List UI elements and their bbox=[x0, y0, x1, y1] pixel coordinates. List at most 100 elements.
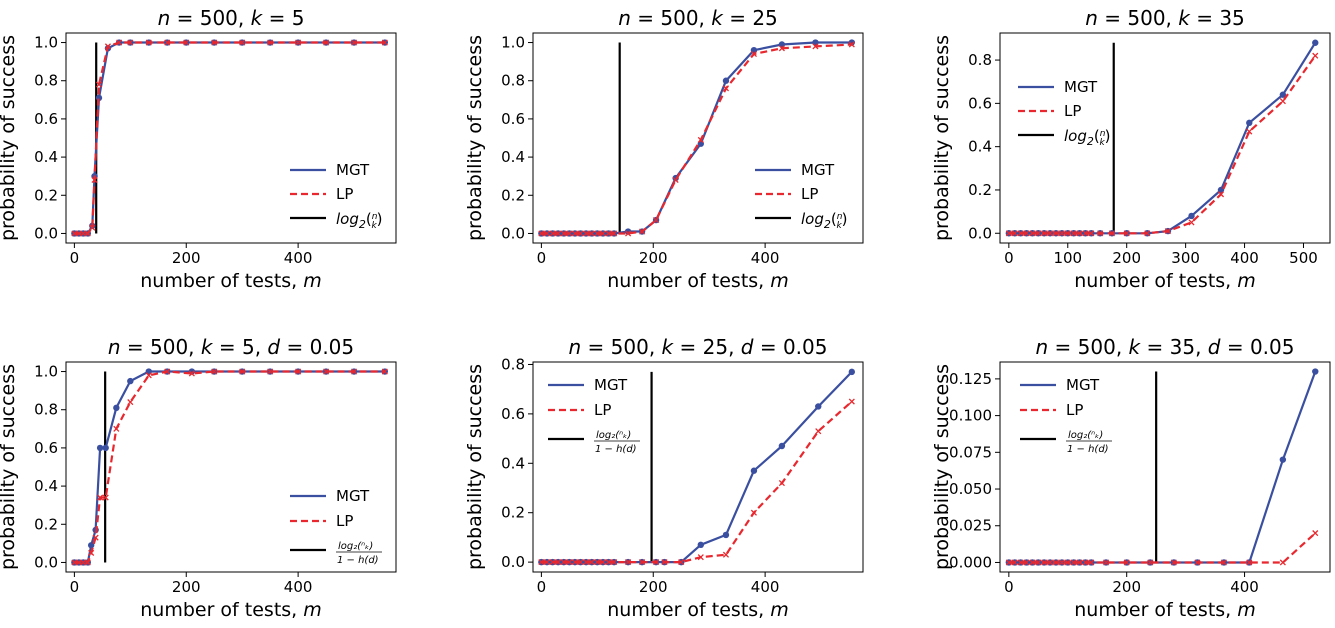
data-point-mgt bbox=[1246, 119, 1253, 127]
y-tick-label: 0.8 bbox=[34, 72, 58, 90]
data-point-lp bbox=[113, 425, 120, 432]
data-point-lp bbox=[95, 81, 103, 88]
x-tick-label: 100 bbox=[1053, 249, 1082, 267]
y-tick-label: 0.2 bbox=[501, 504, 525, 522]
data-point-lp bbox=[543, 230, 551, 237]
data-point-mgt bbox=[1279, 456, 1287, 463]
data-point-lp bbox=[75, 230, 82, 237]
data-point-lp bbox=[1194, 559, 1201, 566]
data-point-lp bbox=[605, 230, 612, 237]
data-point-lp bbox=[1058, 559, 1065, 566]
data-point-lp bbox=[239, 368, 246, 375]
data-point-mgt bbox=[722, 531, 730, 539]
legend-label-lp: LP bbox=[336, 185, 353, 203]
data-point-lp bbox=[639, 228, 646, 235]
y-tick-label: 1.0 bbox=[34, 34, 58, 52]
data-point-lp bbox=[164, 39, 171, 46]
series-line-lp bbox=[541, 400, 853, 564]
data-point-lp bbox=[697, 554, 704, 561]
data-point-lp bbox=[1052, 559, 1060, 566]
legend-label-lp: LP bbox=[336, 512, 353, 530]
data-point-lp bbox=[1082, 230, 1089, 237]
legend-label-threshold-denominator: 1 − h(d) bbox=[595, 444, 637, 455]
data-point-lp bbox=[661, 559, 668, 566]
data-point-lp bbox=[778, 479, 785, 487]
legend-label-lp: LP bbox=[1064, 102, 1081, 120]
series-line-mgt bbox=[541, 41, 852, 235]
data-point-lp bbox=[594, 230, 601, 237]
y-tick-label: 0.6 bbox=[968, 94, 992, 112]
y-tick-label: 0.4 bbox=[501, 454, 525, 472]
y-tick-label: 0.0 bbox=[501, 553, 525, 571]
data-point-mgt bbox=[127, 377, 134, 385]
x-tick-label: 0 bbox=[537, 578, 547, 596]
data-point-lp bbox=[1017, 230, 1024, 237]
data-point-lp bbox=[381, 368, 388, 375]
data-point-lp bbox=[183, 39, 190, 46]
x-tick-label: 0 bbox=[1004, 578, 1014, 596]
y-tick-label: 0.6 bbox=[34, 110, 58, 128]
data-point-lp bbox=[611, 559, 618, 566]
x-tick-label: 300 bbox=[1171, 249, 1200, 267]
y-tick-label: 0.8 bbox=[34, 401, 58, 419]
data-point-lp bbox=[71, 559, 78, 566]
x-tick-label: 400 bbox=[751, 249, 780, 267]
data-point-lp bbox=[350, 39, 358, 46]
legend-label-mgt: MGT bbox=[1066, 376, 1100, 394]
data-point-lp bbox=[577, 230, 584, 237]
data-point-lp bbox=[577, 559, 584, 566]
legend-label-mgt: MGT bbox=[336, 161, 370, 179]
x-axis-label: number of tests, m bbox=[140, 270, 322, 292]
data-point-lp bbox=[549, 559, 556, 566]
series-line-lp bbox=[1008, 55, 1317, 235]
data-point-lp bbox=[102, 494, 109, 501]
data-point-lp bbox=[1064, 230, 1071, 237]
subplot-2: 0 200 400 0.0 0.2 0.4 0.6 0.8 1.0 n = 500, k = 25… bbox=[464, 6, 864, 292]
y-tick-label: 0.0 bbox=[501, 224, 525, 242]
axes-frame bbox=[999, 361, 1331, 573]
data-point-lp bbox=[1023, 559, 1030, 566]
data-point-lp bbox=[80, 230, 87, 237]
data-point-lp bbox=[89, 224, 96, 231]
y-tick-label: 1.0 bbox=[501, 34, 525, 52]
data-point-lp bbox=[91, 176, 98, 184]
y-tick-label: 0.025 bbox=[949, 517, 992, 535]
data-point-lp bbox=[92, 534, 99, 541]
data-point-lp bbox=[1070, 230, 1077, 237]
legend-label-threshold-denominator: 1 − h(d) bbox=[1067, 444, 1109, 455]
data-point-lp bbox=[1052, 230, 1060, 237]
data-point-lp bbox=[566, 230, 573, 237]
data-point-mgt bbox=[1312, 368, 1319, 375]
y-axis-label: probability of success bbox=[931, 364, 953, 570]
series-line-lp bbox=[1008, 532, 1317, 564]
data-point-lp bbox=[594, 559, 601, 566]
data-point-mgt bbox=[1188, 212, 1195, 220]
data-point-lp bbox=[381, 39, 388, 46]
y-axis-label: probability of success bbox=[464, 364, 486, 570]
data-point-lp bbox=[1035, 230, 1042, 237]
y-tick-label: 0.125 bbox=[949, 370, 992, 388]
data-point-lp bbox=[1017, 559, 1024, 566]
data-point-mgt bbox=[815, 403, 822, 410]
series-line-mgt bbox=[541, 371, 853, 564]
y-tick-label: 0.8 bbox=[501, 72, 525, 90]
y-tick-label: 0.4 bbox=[34, 477, 58, 495]
legend-label-threshold: log2(n k) bbox=[1064, 127, 1111, 148]
legend-label-lp: LP bbox=[1066, 401, 1083, 419]
data-point-lp bbox=[611, 230, 618, 237]
subplot-1: 0 200 400 0.0 0.2 0.4 0.6 0.8 1.0 n = 500, k = 5 n… bbox=[0, 6, 397, 292]
data-point-lp bbox=[1123, 559, 1130, 566]
data-point-lp bbox=[145, 39, 152, 46]
subplot-title: n = 500, k = 5 bbox=[158, 6, 305, 30]
y-tick-label: 0.8 bbox=[501, 355, 525, 373]
data-point-lp bbox=[549, 230, 556, 237]
data-point-lp bbox=[1312, 530, 1319, 537]
data-point-lp bbox=[812, 43, 819, 50]
axes-frame bbox=[65, 32, 397, 244]
y-tick-label: 0.6 bbox=[501, 405, 525, 423]
data-point-lp bbox=[1147, 559, 1154, 566]
data-point-mgt bbox=[848, 368, 856, 376]
legend-label-threshold-numerator: log₂(ⁿₖ) bbox=[338, 541, 373, 552]
legend-label-mgt: MGT bbox=[336, 487, 370, 505]
